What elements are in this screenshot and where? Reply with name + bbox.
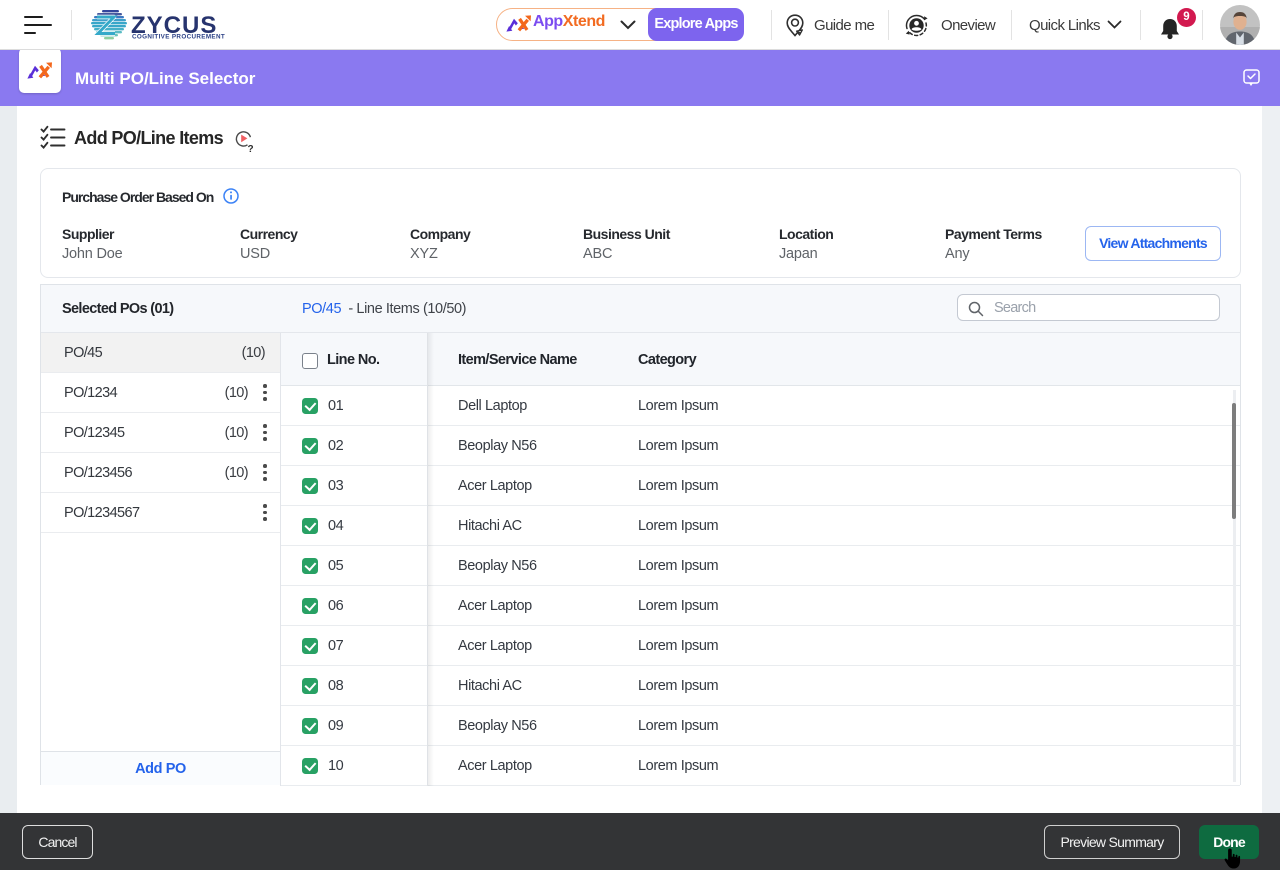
svg-text:COGNITIVE PROCUREMENT: COGNITIVE PROCUREMENT — [132, 34, 225, 41]
svg-text:ZYCUS: ZYCUS — [131, 12, 217, 39]
svg-text:?: ? — [248, 144, 254, 153]
